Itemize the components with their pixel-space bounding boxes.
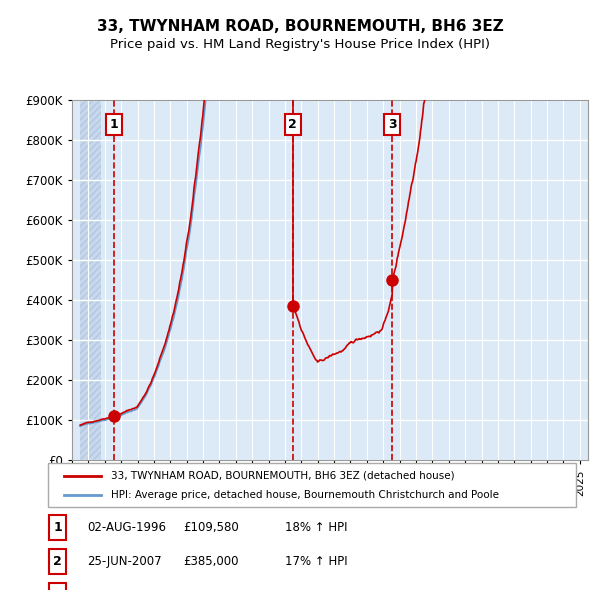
Text: 36% ↑ HPI: 36% ↑ HPI xyxy=(285,589,347,590)
Text: £109,580: £109,580 xyxy=(183,521,239,534)
Text: £450,000: £450,000 xyxy=(183,589,239,590)
Text: HPI: Average price, detached house, Bournemouth Christchurch and Poole: HPI: Average price, detached house, Bour… xyxy=(112,490,499,500)
Text: 33, TWYNHAM ROAD, BOURNEMOUTH, BH6 3EZ: 33, TWYNHAM ROAD, BOURNEMOUTH, BH6 3EZ xyxy=(97,19,503,34)
Text: 29-JUL-2013: 29-JUL-2013 xyxy=(87,589,159,590)
Text: Price paid vs. HM Land Registry's House Price Index (HPI): Price paid vs. HM Land Registry's House … xyxy=(110,38,490,51)
Text: 3: 3 xyxy=(388,118,397,131)
Text: 18% ↑ HPI: 18% ↑ HPI xyxy=(285,521,347,534)
Text: 1: 1 xyxy=(110,118,119,131)
Text: 2: 2 xyxy=(53,555,62,568)
FancyBboxPatch shape xyxy=(49,549,66,575)
Text: 1: 1 xyxy=(53,521,62,534)
Text: 33, TWYNHAM ROAD, BOURNEMOUTH, BH6 3EZ (detached house): 33, TWYNHAM ROAD, BOURNEMOUTH, BH6 3EZ (… xyxy=(112,471,455,480)
FancyBboxPatch shape xyxy=(48,463,576,507)
Text: 3: 3 xyxy=(53,589,62,590)
Text: 02-AUG-1996: 02-AUG-1996 xyxy=(87,521,166,534)
FancyBboxPatch shape xyxy=(49,583,66,590)
Text: 25-JUN-2007: 25-JUN-2007 xyxy=(87,555,161,568)
Text: £385,000: £385,000 xyxy=(183,555,239,568)
Text: 17% ↑ HPI: 17% ↑ HPI xyxy=(285,555,347,568)
Text: 2: 2 xyxy=(289,118,297,131)
FancyBboxPatch shape xyxy=(49,514,66,540)
